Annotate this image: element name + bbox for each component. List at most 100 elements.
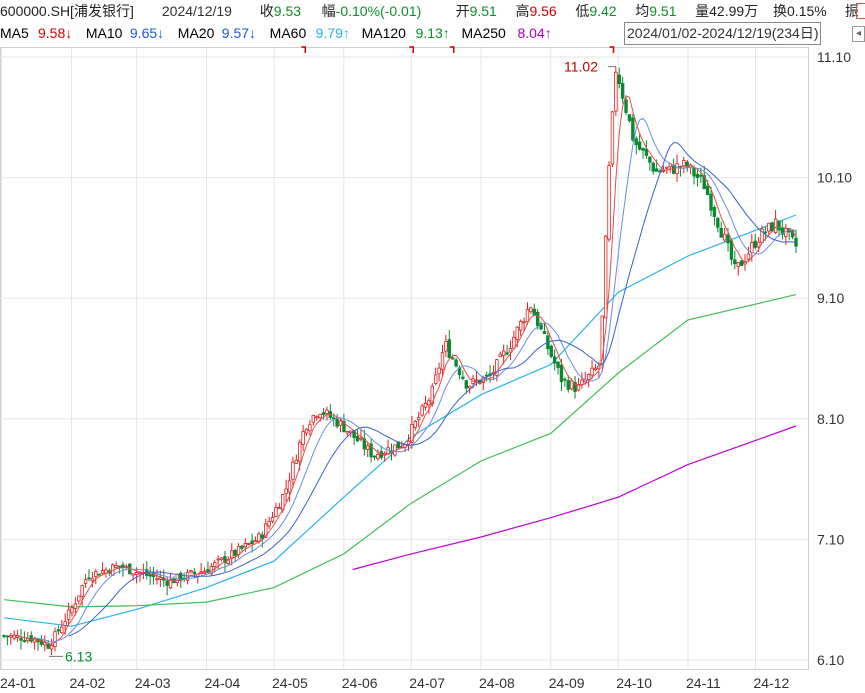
candle-down (637, 141, 642, 150)
candle-down (695, 173, 700, 178)
x-tick-label: 24-05 (272, 675, 308, 691)
candle-up (315, 416, 319, 419)
avg-value: 9.51 (649, 3, 677, 19)
candle-up (603, 235, 608, 319)
candle-up (230, 550, 234, 559)
candle-up (114, 565, 118, 568)
candle-up (495, 359, 499, 376)
candle-down (712, 207, 717, 218)
candle-up (247, 543, 251, 545)
candle-up (569, 380, 574, 390)
candle-up (440, 352, 445, 370)
candle-up (376, 454, 380, 460)
candle-up (607, 165, 611, 240)
candle-down (719, 227, 723, 238)
candle-up (586, 374, 591, 380)
candle-up (77, 595, 81, 602)
candle-up (257, 533, 261, 543)
candle-down (780, 227, 785, 235)
event-marker (301, 46, 306, 53)
candle-up (66, 609, 71, 620)
candle-down (777, 220, 781, 231)
y-tick-label: 6.10 (817, 652, 844, 668)
x-tick-label: 24-09 (549, 675, 585, 691)
ma10-name: MA10 (85, 25, 123, 41)
candle-down (117, 565, 122, 568)
event-marker (609, 46, 615, 53)
candle-up (593, 367, 598, 370)
candle-up (63, 621, 67, 626)
candle-up (284, 488, 288, 494)
candle-down (566, 380, 570, 390)
candle-up (53, 631, 57, 647)
candle-down (573, 381, 577, 392)
candle-down (726, 234, 730, 244)
candle-down (549, 345, 553, 357)
close-label: 收 (259, 3, 274, 19)
candle-down (532, 308, 536, 316)
high-value: 9.56 (529, 3, 557, 19)
candle-down (22, 640, 27, 642)
candle-down (461, 376, 465, 379)
candle-down (454, 359, 458, 367)
candle-up (773, 218, 778, 234)
candle-up (756, 241, 761, 248)
candle-down (739, 260, 744, 266)
candle-down (563, 378, 567, 381)
candle-up (49, 645, 54, 650)
stock-symbol: 600000.SH[浦发银行] (0, 3, 134, 19)
x-tick-label: 24-08 (479, 675, 515, 691)
date-range-selector[interactable]: 2024/01/02-2024/12/19(234日) (624, 22, 822, 45)
candle-down (97, 573, 101, 576)
candle-up (90, 578, 95, 582)
candle-down (535, 311, 540, 327)
ma20-value: 9.57↓ (221, 25, 257, 41)
candle-up (213, 562, 217, 567)
candle-up (525, 309, 530, 323)
candle-up (216, 558, 220, 561)
candle-up (100, 570, 105, 574)
candle-up (366, 445, 370, 450)
candle-down (556, 361, 560, 368)
y-tick-label: 9.10 (817, 290, 844, 306)
candle-down (165, 580, 169, 587)
ma5-value: 9.58↓ (38, 25, 73, 41)
candle-up (416, 417, 421, 421)
candle-up (318, 414, 322, 419)
candle-down (641, 147, 645, 151)
ma-line-ma60 (3, 214, 797, 627)
candle-down (552, 356, 557, 364)
candle-up (287, 480, 292, 493)
candle-up (291, 461, 295, 480)
expand-icon[interactable]: ◂ (852, 26, 865, 42)
candle-up (298, 441, 302, 462)
ma120-value: 9.13↑ (415, 25, 450, 41)
candle-down (733, 259, 737, 265)
event-marker (409, 46, 414, 53)
candle-up (420, 405, 424, 416)
candle-down (699, 174, 703, 177)
candle-down (223, 556, 227, 564)
candle-up (131, 573, 135, 576)
candle-up (501, 350, 506, 356)
candle-down (260, 534, 265, 539)
candle-up (12, 634, 16, 639)
high-label: 高 (515, 3, 530, 19)
candle-up (722, 233, 727, 241)
open-value: 9.51 (469, 3, 497, 19)
candle-up (736, 262, 740, 267)
candle-up (467, 385, 472, 389)
header-overflow-icon[interactable] (856, 3, 865, 19)
ma60-name: MA60 (269, 25, 307, 41)
plot-border (0, 47, 809, 670)
candle-down (2, 635, 6, 637)
x-tick-label: 24-03 (135, 675, 171, 691)
ma-line-ma250 (352, 425, 797, 571)
candle-up (60, 626, 64, 633)
change-label: 幅 (321, 3, 336, 19)
candle-down (539, 323, 543, 330)
candle-up (767, 222, 771, 232)
candle-down (464, 380, 468, 389)
open-label: 开 (455, 3, 470, 19)
